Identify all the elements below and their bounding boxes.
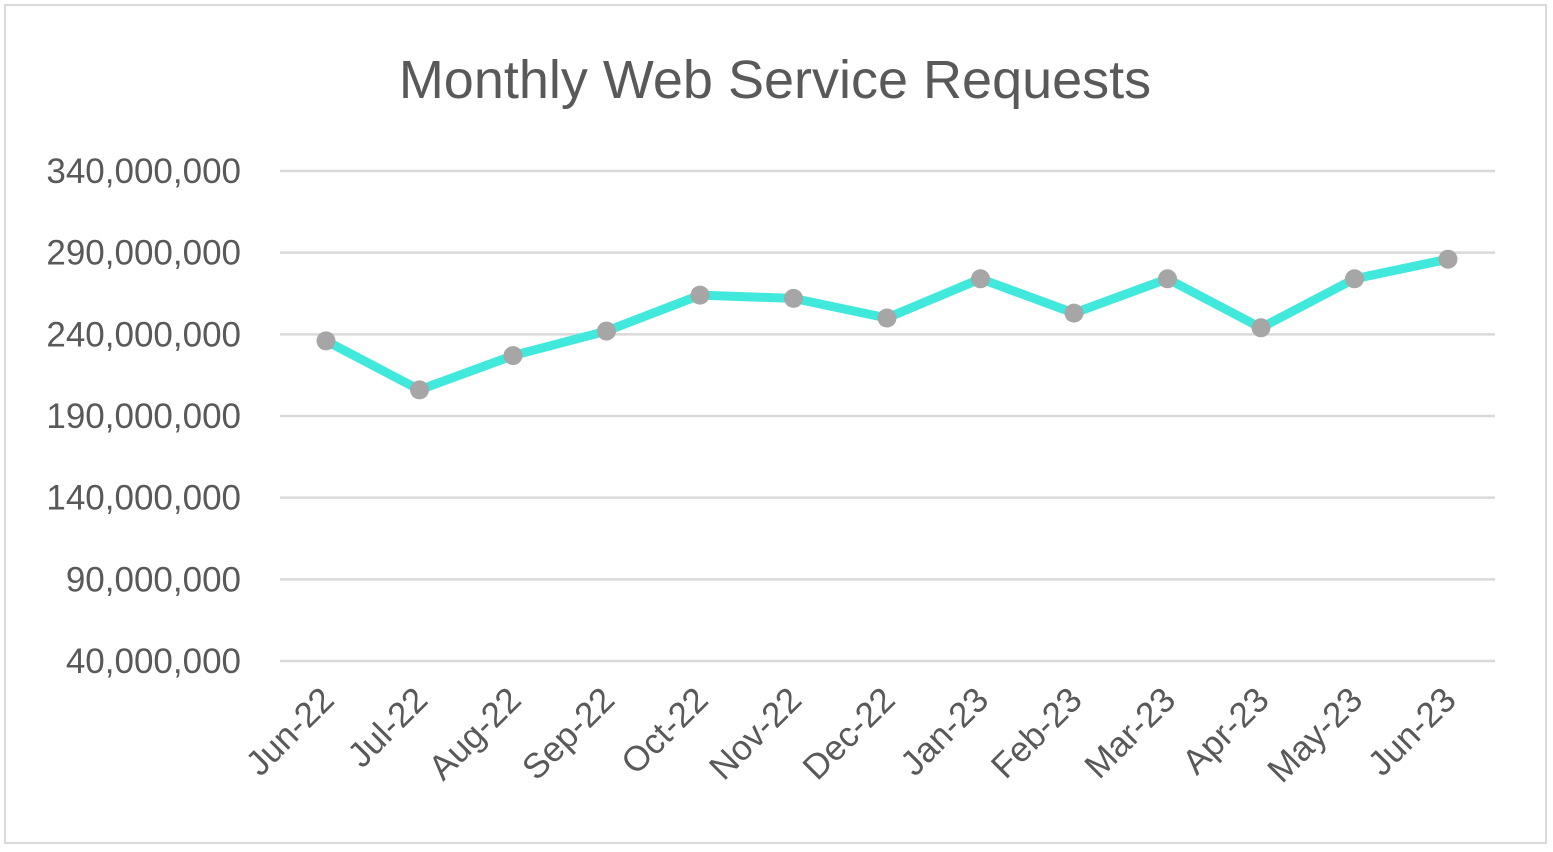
x-tick-label: Aug-22 bbox=[421, 680, 528, 787]
y-tick-label: 240,000,000 bbox=[46, 315, 241, 354]
y-tick-label: 90,000,000 bbox=[66, 560, 241, 599]
y-tick-label: 290,000,000 bbox=[46, 234, 241, 273]
y-tick-label: 190,000,000 bbox=[46, 397, 241, 436]
chart-frame bbox=[4, 4, 1547, 844]
x-tick-label: Oct-22 bbox=[614, 680, 716, 782]
data-markers bbox=[316, 249, 1458, 400]
x-tick-label: Sep-22 bbox=[515, 680, 622, 787]
data-point-marker bbox=[971, 269, 990, 289]
data-point-marker bbox=[784, 288, 803, 308]
data-point-marker bbox=[877, 308, 897, 328]
y-tick-label: 140,000,000 bbox=[46, 479, 241, 518]
y-tick-label: 40,000,000 bbox=[66, 642, 241, 681]
data-point-marker bbox=[1158, 269, 1177, 289]
x-tick-label: Mar-23 bbox=[1077, 680, 1183, 786]
chart-title: Monthly Web Service Requests bbox=[399, 50, 1151, 110]
data-point-marker bbox=[316, 331, 336, 351]
gridlines bbox=[280, 169, 1495, 663]
x-tick-label: Jun-22 bbox=[238, 680, 341, 783]
data-point-marker bbox=[1251, 318, 1271, 338]
x-tick-label: Jun-23 bbox=[1360, 680, 1463, 783]
data-point-marker bbox=[410, 380, 429, 400]
x-tick-label: Nov-22 bbox=[702, 680, 809, 787]
x-tick-label: Dec-22 bbox=[795, 680, 902, 787]
x-tick-label: Feb-23 bbox=[984, 680, 1090, 786]
data-point-marker bbox=[597, 321, 616, 341]
data-point-marker bbox=[503, 346, 523, 366]
y-axis-tick-labels: 40,000,000 90,000,000 140,000,000 190,000,0… bbox=[46, 152, 241, 681]
data-point-marker bbox=[1064, 303, 1084, 323]
x-tick-label: Jan-23 bbox=[893, 680, 996, 783]
x-tick-label: May-23 bbox=[1260, 680, 1370, 790]
x-tick-label: Apr-23 bbox=[1175, 680, 1277, 782]
y-tick-label: 340,000,000 bbox=[46, 152, 241, 191]
data-point-marker bbox=[1438, 249, 1458, 269]
x-axis-tick-labels: Jun-22Jul-22Aug-22Sep-22Oct-22Nov-22Dec-… bbox=[238, 680, 1463, 790]
data-point-marker bbox=[690, 285, 710, 305]
data-point-marker bbox=[1345, 269, 1364, 289]
